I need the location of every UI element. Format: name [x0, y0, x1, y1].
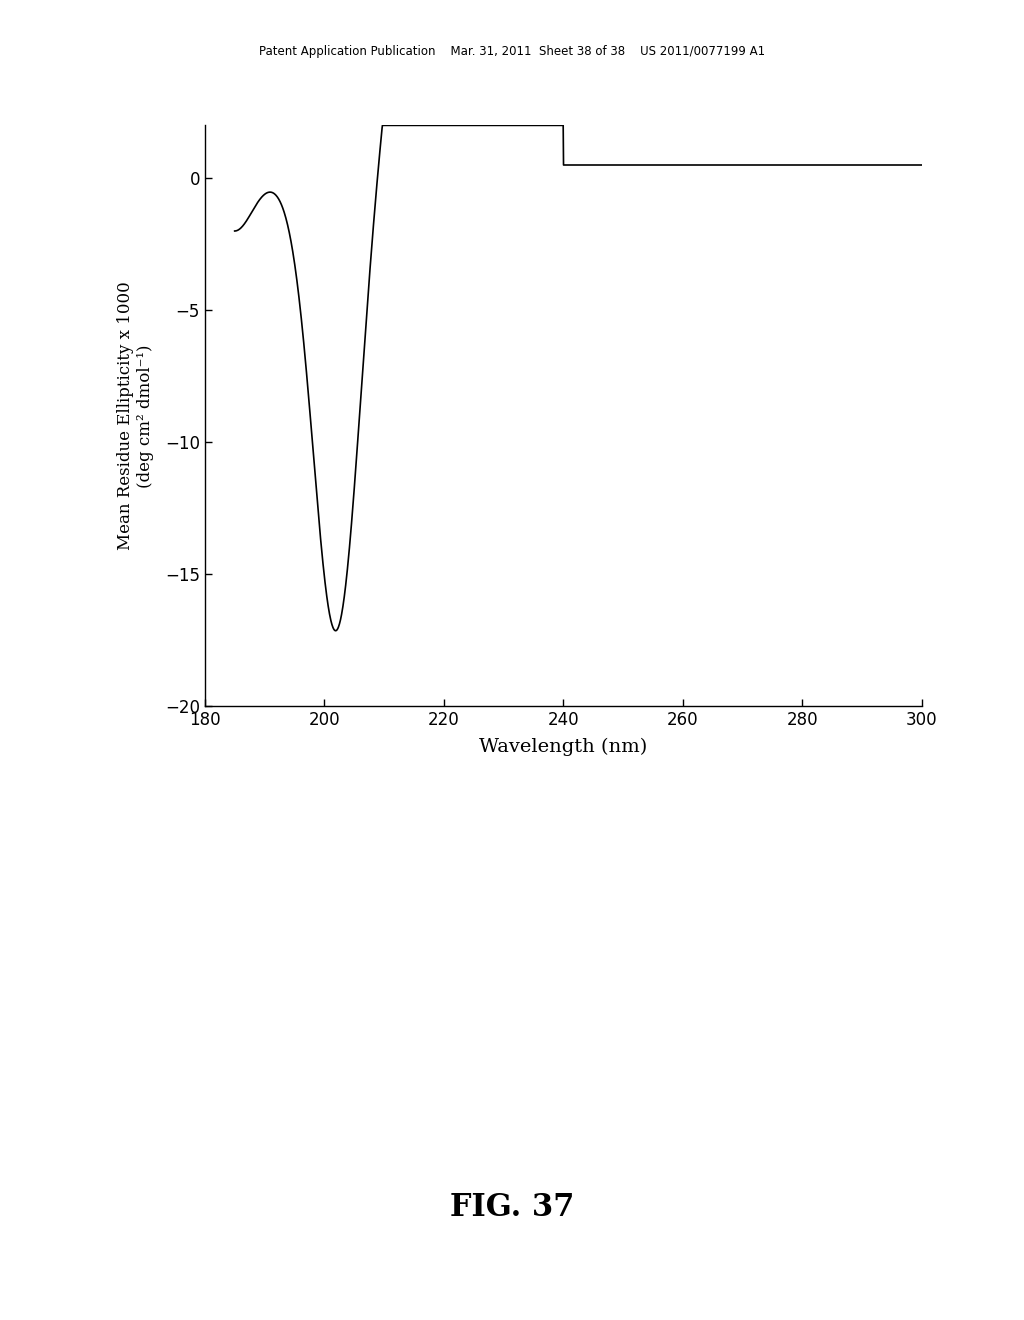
- Text: Patent Application Publication    Mar. 31, 2011  Sheet 38 of 38    US 2011/00771: Patent Application Publication Mar. 31, …: [259, 45, 765, 58]
- Y-axis label: Mean Residue Ellipticity x 1000
(deg cm² dmol⁻¹): Mean Residue Ellipticity x 1000 (deg cm²…: [117, 281, 154, 550]
- X-axis label: Wavelength (nm): Wavelength (nm): [479, 738, 647, 755]
- Text: FIG. 37: FIG. 37: [450, 1192, 574, 1224]
